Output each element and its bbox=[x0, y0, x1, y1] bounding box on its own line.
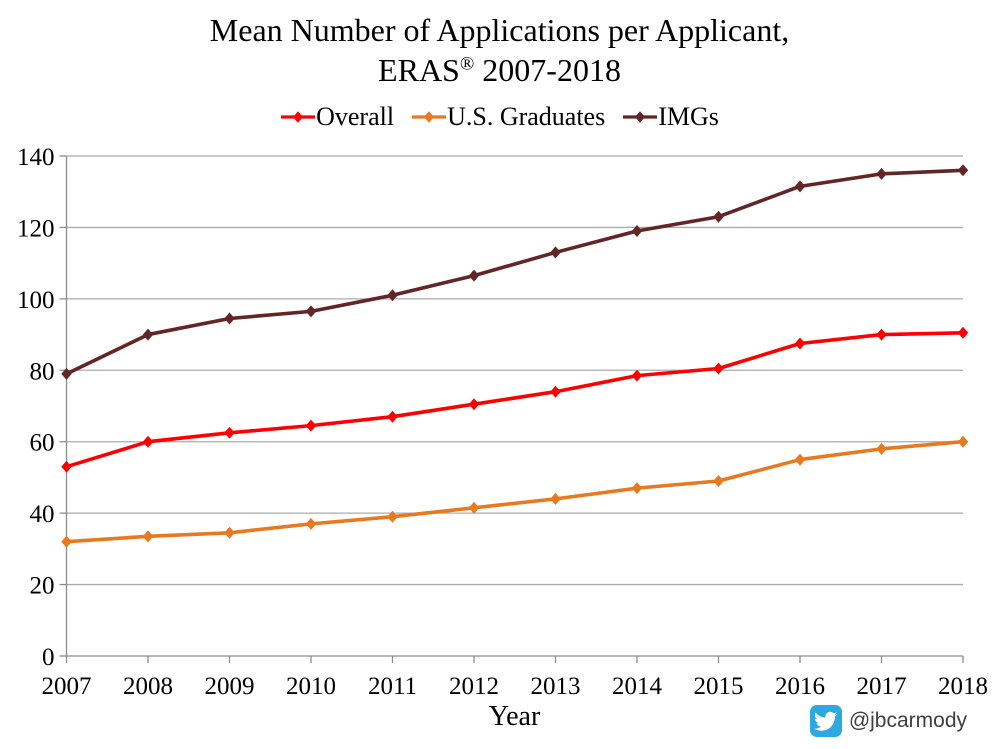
legend-item-imgs: IMGs bbox=[622, 102, 719, 132]
data-point-marker bbox=[387, 410, 398, 423]
x-tick-label: 2009 bbox=[205, 673, 255, 700]
twitter-handle: @jbcarmody bbox=[848, 709, 967, 732]
legend-item-u-s-graduates: U.S. Graduates bbox=[411, 102, 605, 132]
twitter-bird-icon bbox=[809, 705, 842, 737]
x-tick-label: 2016 bbox=[775, 673, 825, 700]
chart-title-line1: Mean Number of Applications per Applican… bbox=[209, 12, 790, 48]
data-point-marker bbox=[713, 210, 724, 223]
y-tick-label: 20 bbox=[30, 573, 55, 600]
x-tick-label: 2007 bbox=[42, 673, 92, 700]
y-tick-label: 120 bbox=[17, 215, 55, 242]
data-point-marker bbox=[550, 492, 561, 505]
x-tick-label: 2015 bbox=[694, 673, 744, 700]
data-point-marker bbox=[713, 362, 724, 375]
chart-title-eras: ERAS bbox=[378, 52, 460, 88]
data-point-marker bbox=[957, 326, 969, 339]
y-tick-label: 0 bbox=[42, 644, 55, 671]
x-tick-label: 2008 bbox=[123, 673, 173, 700]
data-point-marker bbox=[305, 517, 317, 530]
data-point-marker bbox=[550, 246, 561, 259]
data-point-marker bbox=[794, 180, 806, 193]
data-point-marker bbox=[224, 526, 235, 539]
data-point-marker bbox=[142, 328, 154, 341]
series-imgs bbox=[61, 164, 969, 380]
data-point-marker bbox=[468, 501, 480, 514]
y-axis-tick-labels: 0 20 40 60 80 100 120 140 bbox=[17, 144, 55, 671]
data-point-marker bbox=[468, 398, 480, 411]
y-tick-label: 80 bbox=[30, 358, 55, 385]
chart-title: Mean Number of Applications per Applican… bbox=[0, 10, 999, 90]
data-point-marker bbox=[876, 167, 887, 180]
registered-mark: ® bbox=[459, 53, 475, 75]
data-point-marker bbox=[631, 369, 643, 382]
y-tick-label: 100 bbox=[17, 287, 55, 314]
data-point-marker bbox=[142, 435, 154, 448]
series-line bbox=[64, 168, 965, 376]
y-tick-label: 40 bbox=[30, 501, 55, 528]
twitter-watermark: @jbcarmody bbox=[809, 705, 967, 737]
series-u-s-graduates bbox=[61, 435, 969, 548]
data-point-marker bbox=[305, 305, 317, 318]
legend-label: U.S. Graduates bbox=[447, 102, 606, 131]
data-point-marker bbox=[61, 535, 72, 548]
series-line bbox=[64, 330, 965, 469]
data-point-marker bbox=[957, 435, 969, 448]
chart-title-line2: ERAS® 2007-2018 bbox=[0, 50, 999, 90]
x-axis-title: Year bbox=[488, 701, 541, 732]
data-point-marker bbox=[142, 530, 154, 543]
x-tick-label: 2012 bbox=[449, 673, 499, 700]
chart-title-years: 2007-2018 bbox=[474, 52, 621, 88]
legend-marker-icon bbox=[623, 111, 658, 123]
gridlines bbox=[66, 155, 963, 586]
series-overall bbox=[61, 326, 969, 473]
legend-marker-icon bbox=[281, 111, 316, 123]
series-line bbox=[64, 439, 965, 544]
data-point-marker bbox=[876, 328, 887, 341]
data-point-marker bbox=[957, 164, 969, 177]
data-point-marker bbox=[794, 337, 806, 350]
x-axis-tick-labels: 2007 2008 2009 2010 2011 2012 2013 2014 2015 2016… bbox=[42, 673, 989, 700]
chart-legend: Overall U.S. Graduates IMGs bbox=[0, 102, 999, 132]
data-point-marker bbox=[61, 367, 72, 380]
data-point-marker bbox=[876, 442, 887, 455]
y-tick-label: 60 bbox=[30, 430, 55, 457]
x-tick-label: 2013 bbox=[531, 673, 581, 700]
data-point-marker bbox=[224, 312, 235, 325]
x-tick-label: 2010 bbox=[286, 673, 336, 700]
legend-marker-icon bbox=[412, 111, 447, 123]
legend-label: Overall bbox=[316, 102, 395, 131]
x-tick-label: 2017 bbox=[857, 673, 907, 700]
data-point-marker bbox=[387, 289, 398, 302]
data-point-marker bbox=[794, 453, 806, 466]
data-point-marker bbox=[468, 269, 480, 282]
legend-item-overall: Overall bbox=[280, 102, 394, 132]
x-tick-label: 2018 bbox=[938, 673, 988, 700]
data-point-marker bbox=[305, 419, 317, 432]
data-point-marker bbox=[224, 426, 235, 439]
data-point-marker bbox=[713, 475, 724, 487]
data-point-marker bbox=[550, 385, 561, 398]
y-tick-label: 140 bbox=[17, 144, 55, 171]
axes bbox=[59, 155, 964, 663]
data-point-marker bbox=[387, 510, 398, 523]
data-point-marker bbox=[631, 225, 643, 237]
data-point-marker bbox=[631, 482, 643, 495]
data-point-marker bbox=[61, 460, 72, 473]
x-tick-label: 2014 bbox=[612, 673, 663, 700]
legend-label: IMGs bbox=[658, 102, 719, 131]
x-tick-label: 2011 bbox=[368, 673, 417, 700]
